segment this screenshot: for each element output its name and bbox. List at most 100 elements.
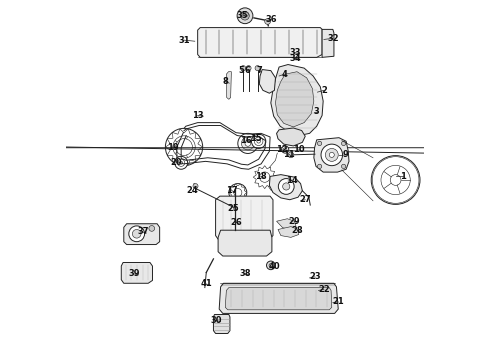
Circle shape xyxy=(237,8,253,24)
Circle shape xyxy=(166,129,203,166)
Circle shape xyxy=(245,140,251,146)
Circle shape xyxy=(325,148,338,161)
Text: 17: 17 xyxy=(226,186,238,195)
Circle shape xyxy=(278,179,294,194)
Text: 18: 18 xyxy=(255,172,267,181)
Text: 3: 3 xyxy=(314,107,319,116)
Text: 20: 20 xyxy=(170,158,182,167)
Text: 23: 23 xyxy=(309,272,321,281)
Polygon shape xyxy=(124,224,160,244)
Text: 38: 38 xyxy=(239,269,251,278)
Circle shape xyxy=(180,161,183,164)
Text: 9: 9 xyxy=(343,150,348,159)
Text: 26: 26 xyxy=(230,218,242,227)
Text: 4: 4 xyxy=(282,70,287,79)
Circle shape xyxy=(234,189,242,197)
Text: 33: 33 xyxy=(290,48,301,57)
Text: 14: 14 xyxy=(287,176,298,185)
Circle shape xyxy=(129,226,145,242)
Circle shape xyxy=(342,164,346,168)
Circle shape xyxy=(267,261,275,270)
Text: 1: 1 xyxy=(400,172,406,181)
Circle shape xyxy=(283,183,290,190)
Text: 6: 6 xyxy=(245,66,251,75)
Polygon shape xyxy=(259,69,275,93)
Circle shape xyxy=(229,184,247,202)
Circle shape xyxy=(238,134,258,153)
Polygon shape xyxy=(314,138,349,172)
Circle shape xyxy=(242,137,254,150)
Text: 13: 13 xyxy=(192,111,203,120)
Circle shape xyxy=(318,141,322,145)
Text: 25: 25 xyxy=(228,204,240,213)
Polygon shape xyxy=(276,128,305,146)
Circle shape xyxy=(180,143,188,151)
Text: 11: 11 xyxy=(283,150,294,159)
Text: 29: 29 xyxy=(289,217,300,226)
Text: 30: 30 xyxy=(211,316,222,325)
Text: 28: 28 xyxy=(291,226,303,235)
Circle shape xyxy=(257,139,260,143)
Polygon shape xyxy=(122,262,152,283)
Circle shape xyxy=(371,156,420,204)
Circle shape xyxy=(132,229,141,238)
Text: 15: 15 xyxy=(250,134,262,143)
Polygon shape xyxy=(226,72,231,99)
Text: 36: 36 xyxy=(266,15,277,24)
Circle shape xyxy=(251,134,266,148)
Polygon shape xyxy=(253,166,276,189)
Text: 40: 40 xyxy=(269,262,280,271)
Text: 10: 10 xyxy=(293,145,305,154)
Circle shape xyxy=(342,141,346,145)
Polygon shape xyxy=(216,196,273,239)
Polygon shape xyxy=(197,28,322,57)
Polygon shape xyxy=(225,288,332,310)
Polygon shape xyxy=(278,226,299,237)
Circle shape xyxy=(318,164,322,168)
Text: 5: 5 xyxy=(239,66,245,75)
Circle shape xyxy=(175,156,188,169)
Text: 22: 22 xyxy=(318,285,330,294)
Circle shape xyxy=(255,66,260,71)
Text: 39: 39 xyxy=(129,269,140,278)
Text: 8: 8 xyxy=(222,77,228,86)
Polygon shape xyxy=(214,315,230,333)
Text: 16: 16 xyxy=(240,136,252,145)
Polygon shape xyxy=(218,230,272,256)
Polygon shape xyxy=(219,283,338,314)
Circle shape xyxy=(149,226,155,231)
Circle shape xyxy=(260,172,270,182)
Polygon shape xyxy=(229,184,247,201)
Text: 19: 19 xyxy=(167,143,178,152)
Text: 21: 21 xyxy=(332,297,344,306)
Circle shape xyxy=(288,152,294,158)
Text: 31: 31 xyxy=(178,36,190,45)
Polygon shape xyxy=(322,30,334,57)
Circle shape xyxy=(193,184,198,189)
Circle shape xyxy=(283,148,287,151)
Circle shape xyxy=(241,12,249,20)
Text: 32: 32 xyxy=(327,34,339,43)
Text: 37: 37 xyxy=(137,228,148,237)
Text: 34: 34 xyxy=(290,54,301,63)
Text: 27: 27 xyxy=(299,195,311,204)
Text: 2: 2 xyxy=(321,86,327,95)
Circle shape xyxy=(175,139,193,156)
Polygon shape xyxy=(270,175,302,200)
Circle shape xyxy=(390,175,401,185)
Text: 41: 41 xyxy=(200,279,212,288)
Circle shape xyxy=(329,152,334,157)
Circle shape xyxy=(321,144,343,166)
Polygon shape xyxy=(275,72,314,127)
Polygon shape xyxy=(276,219,296,229)
Circle shape xyxy=(282,146,289,153)
Circle shape xyxy=(246,66,251,71)
Text: 35: 35 xyxy=(237,10,248,19)
Circle shape xyxy=(265,19,270,24)
Circle shape xyxy=(244,12,248,17)
Circle shape xyxy=(269,264,272,267)
Text: 12: 12 xyxy=(276,145,288,154)
Text: 24: 24 xyxy=(186,186,198,195)
Circle shape xyxy=(241,66,245,71)
Polygon shape xyxy=(271,64,323,135)
